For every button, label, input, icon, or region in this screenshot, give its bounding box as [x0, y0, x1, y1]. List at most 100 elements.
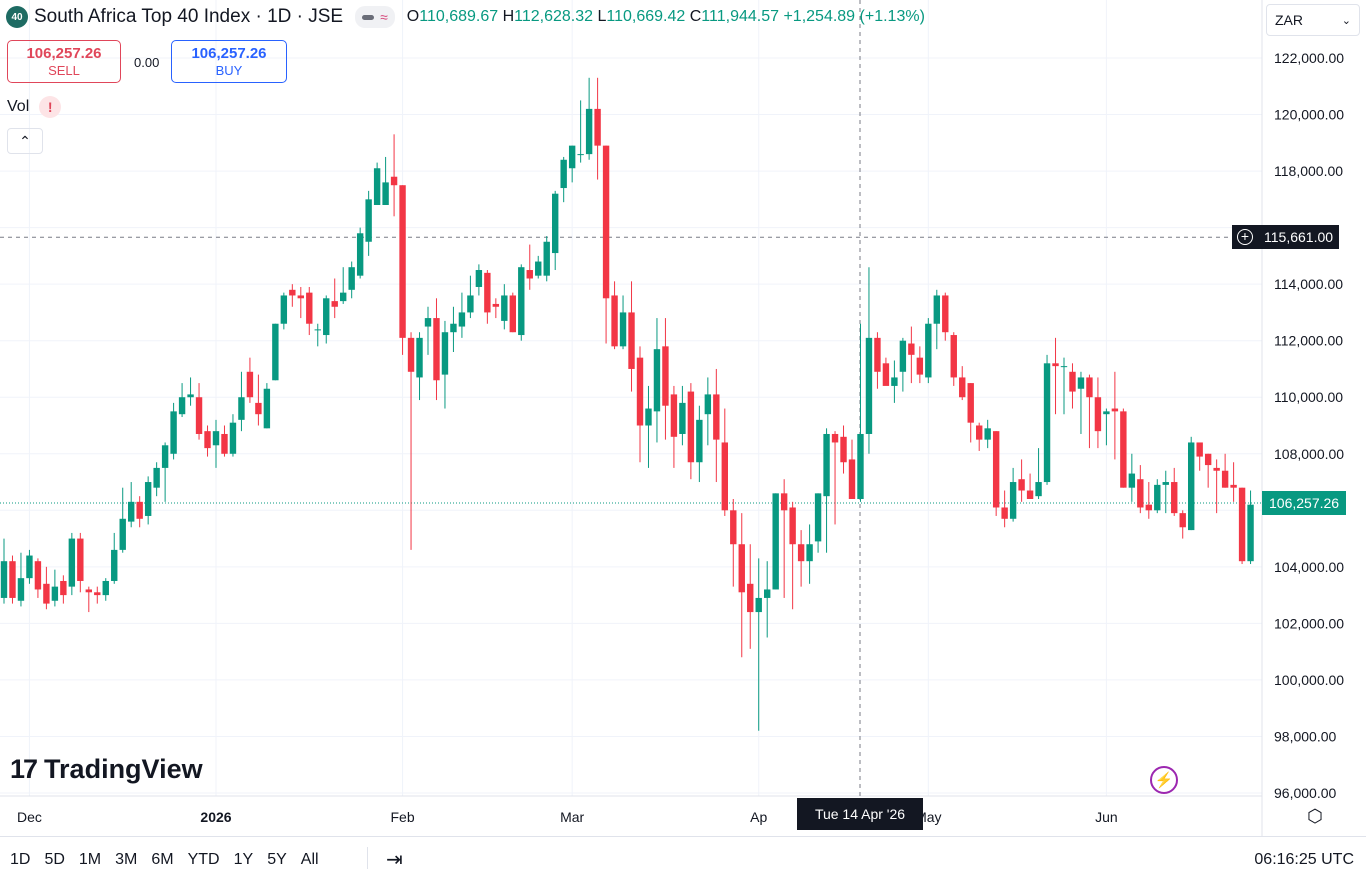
candle-body: [178, 397, 186, 415]
clock[interactable]: 06:16:25 UTC: [1254, 851, 1354, 868]
spread-value: 0.00: [134, 55, 160, 70]
candle: [848, 439, 856, 499]
candle: [628, 281, 635, 392]
candle: [128, 482, 135, 528]
candle-body: [696, 419, 703, 463]
candle: [1213, 459, 1220, 514]
candle: [865, 267, 873, 454]
currency-select[interactable]: ZAR ⌄: [1266, 4, 1360, 36]
candle-body: [255, 402, 262, 415]
candle: [68, 532, 76, 596]
tradingview-logo[interactable]: 17 TradingView: [10, 754, 203, 785]
range-all[interactable]: All: [300, 851, 319, 868]
price-tick-label: 118,000.00: [1274, 163, 1343, 179]
currency-value: ZAR: [1275, 12, 1303, 28]
candle-body: [602, 145, 610, 299]
candle: [51, 569, 59, 607]
candle-body: [60, 580, 67, 596]
candle-body: [594, 108, 601, 146]
candle: [789, 501, 796, 610]
change-value: +1,254.89 (+1.13%): [783, 8, 925, 25]
candle: [424, 306, 432, 355]
candlestick-chart[interactable]: 96,000.00 98,000.00 100,000.00 102,000.00 10…: [0, 0, 1366, 836]
sell-button[interactable]: 106,257.26 SELL: [7, 40, 121, 83]
close-label: C: [689, 8, 702, 25]
candle: [1230, 462, 1237, 502]
candle: [1111, 371, 1119, 460]
range-6m[interactable]: 6M: [151, 851, 174, 868]
candle: [17, 552, 25, 607]
candle: [526, 244, 533, 290]
candle-body: [772, 493, 779, 590]
range-5d[interactable]: 5D: [44, 851, 65, 868]
range-3m[interactable]: 3M: [115, 851, 138, 868]
symbol-badge[interactable]: 40: [6, 6, 28, 28]
candle: [687, 383, 695, 480]
candle-body: [1069, 371, 1076, 392]
candle: [577, 100, 584, 163]
candle: [1043, 354, 1051, 485]
range-1d[interactable]: 1D: [10, 851, 31, 868]
candle: [1196, 442, 1203, 471]
candle-body: [891, 377, 898, 386]
candle: [704, 377, 712, 446]
candle: [908, 326, 915, 384]
range-5y[interactable]: 5Y: [267, 851, 287, 868]
candle: [255, 374, 262, 426]
range-ytd[interactable]: YTD: [187, 851, 220, 868]
candle: [1204, 453, 1212, 488]
candle: [297, 286, 304, 319]
candle: [416, 332, 423, 401]
time-tick-label: Dec: [17, 809, 42, 825]
candle: [619, 295, 627, 350]
crosshair-plus-icon[interactable]: +: [1232, 225, 1258, 250]
buy-button[interactable]: 106,257.26 BUY: [171, 40, 287, 83]
buy-label: BUY: [215, 63, 243, 78]
candle-body: [942, 295, 949, 333]
candle-body: [314, 329, 321, 331]
candle-body: [340, 292, 347, 302]
candle: [950, 332, 957, 386]
candle: [60, 575, 67, 604]
candle: [246, 357, 254, 403]
candle: [204, 425, 211, 457]
candle: [797, 530, 805, 587]
horizontal-grid: [0, 57, 1262, 794]
settings-icon[interactable]: ⬡: [1307, 805, 1323, 826]
candle-body: [289, 289, 296, 296]
goto-date-icon[interactable]: ⇥: [386, 849, 403, 871]
candle: [814, 493, 822, 553]
legend-toggle-pill[interactable]: ≈: [355, 6, 395, 28]
candle: [1137, 465, 1144, 514]
candle-body: [221, 433, 228, 454]
range-1m[interactable]: 1M: [78, 851, 102, 868]
volume-indicator[interactable]: Vol !: [7, 96, 62, 118]
warning-icon[interactable]: !: [39, 96, 62, 118]
candle-body: [94, 592, 101, 596]
candle-body: [26, 555, 33, 579]
candle: [441, 320, 449, 409]
candle-body: [297, 295, 304, 299]
candle-body: [306, 292, 313, 324]
candle-body: [577, 154, 584, 156]
candle-body: [204, 431, 211, 449]
range-1y[interactable]: 1Y: [233, 851, 254, 868]
collapse-chevron-icon[interactable]: ⌃: [7, 128, 43, 154]
candle-body: [111, 549, 118, 581]
candle: [373, 162, 381, 205]
candle-body: [1162, 482, 1169, 485]
candle: [882, 357, 890, 386]
minimize-icon: [362, 14, 375, 20]
symbol-title[interactable]: South Africa Top 40 Index · 1D · JSE: [34, 6, 344, 27]
candle: [662, 318, 669, 440]
candle-body: [475, 270, 483, 287]
candle: [340, 267, 347, 304]
candle-body: [1077, 377, 1085, 389]
candle: [645, 385, 652, 468]
price-tick-label: 120,000.00: [1274, 107, 1344, 123]
close-value: 111,944.57: [701, 8, 779, 25]
candle: [323, 295, 330, 344]
lightning-icon[interactable]: ⚡: [1150, 766, 1178, 794]
candle-body: [704, 394, 712, 415]
candle: [984, 419, 991, 449]
